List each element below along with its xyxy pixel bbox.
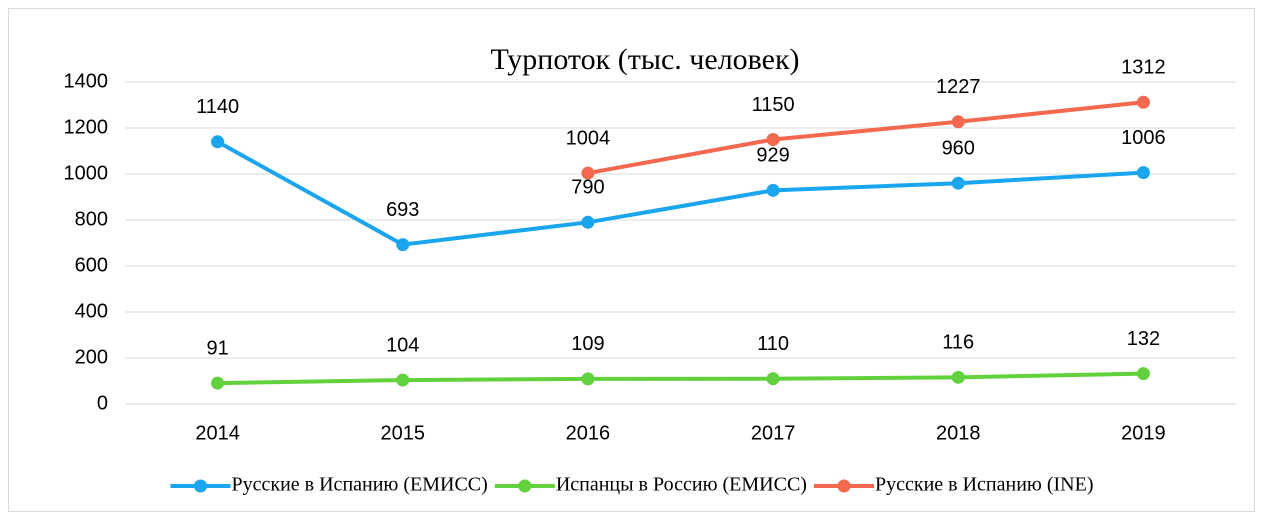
- data-point: [581, 372, 595, 386]
- series-line: [216, 140, 1144, 247]
- legend-marker: [837, 479, 851, 493]
- legend-label: Русские в Испанию (INE): [875, 474, 1094, 496]
- y-tick-label: 1000: [64, 162, 109, 184]
- data-point: [1136, 95, 1150, 109]
- data-point: [581, 166, 595, 180]
- data-label: 1312: [1121, 57, 1166, 79]
- y-tick-label: 800: [75, 208, 108, 230]
- data-point: [396, 373, 410, 387]
- data-point: [211, 135, 225, 149]
- data-label: 1006: [1121, 127, 1166, 149]
- data-point: [581, 215, 595, 229]
- legend-label: Испанцы в Россию (ЕМИСС): [556, 474, 807, 496]
- y-tick-label: 0: [97, 392, 108, 414]
- data-label: 109: [571, 333, 604, 355]
- data-label: 116: [942, 332, 974, 354]
- chart-title: Турпоток (тыс. человек): [490, 43, 799, 76]
- legend-marker: [194, 479, 208, 493]
- data-label: 110: [757, 333, 789, 355]
- x-tick-label: 2015: [381, 422, 426, 444]
- y-tick-label: 600: [75, 254, 108, 276]
- data-label: 960: [942, 137, 975, 159]
- data-label: 693: [386, 199, 419, 221]
- x-tick-label: 2016: [566, 422, 611, 444]
- legend-marker: [518, 479, 532, 493]
- data-point: [1136, 166, 1150, 180]
- data-label: 104: [386, 334, 419, 356]
- chart-border: [8, 8, 1255, 512]
- y-tick-label: 400: [75, 300, 108, 322]
- y-tick-label: 1200: [64, 116, 109, 138]
- data-label: 929: [756, 145, 789, 167]
- data-point: [951, 176, 965, 190]
- y-tick-label: 200: [75, 346, 108, 368]
- x-tick-label: 2018: [936, 422, 981, 444]
- data-point: [766, 133, 780, 146]
- data-point: [951, 115, 965, 129]
- data-label: 1140: [196, 96, 239, 118]
- data-point: [396, 238, 410, 252]
- x-tick-label: 2014: [195, 422, 240, 444]
- data-label: 1150: [752, 94, 795, 116]
- data-label: 790: [571, 177, 604, 199]
- data-point: [211, 376, 225, 390]
- data-label: 132: [1127, 328, 1160, 350]
- series-line: [587, 100, 1144, 176]
- data-point: [1136, 367, 1150, 381]
- data-point: [766, 372, 780, 386]
- y-tick-label: 1400: [64, 70, 109, 92]
- x-tick-label: 2019: [1121, 422, 1166, 444]
- legend-label: Русские в Испанию (ЕМИСС): [232, 474, 488, 496]
- data-label: 1227: [936, 76, 981, 98]
- series-line: [217, 371, 1144, 386]
- data-point: [951, 370, 965, 384]
- data-label: 1004: [566, 127, 611, 149]
- data-point: [766, 183, 780, 197]
- x-tick-label: 2017: [751, 422, 796, 444]
- data-label: 91: [206, 337, 228, 359]
